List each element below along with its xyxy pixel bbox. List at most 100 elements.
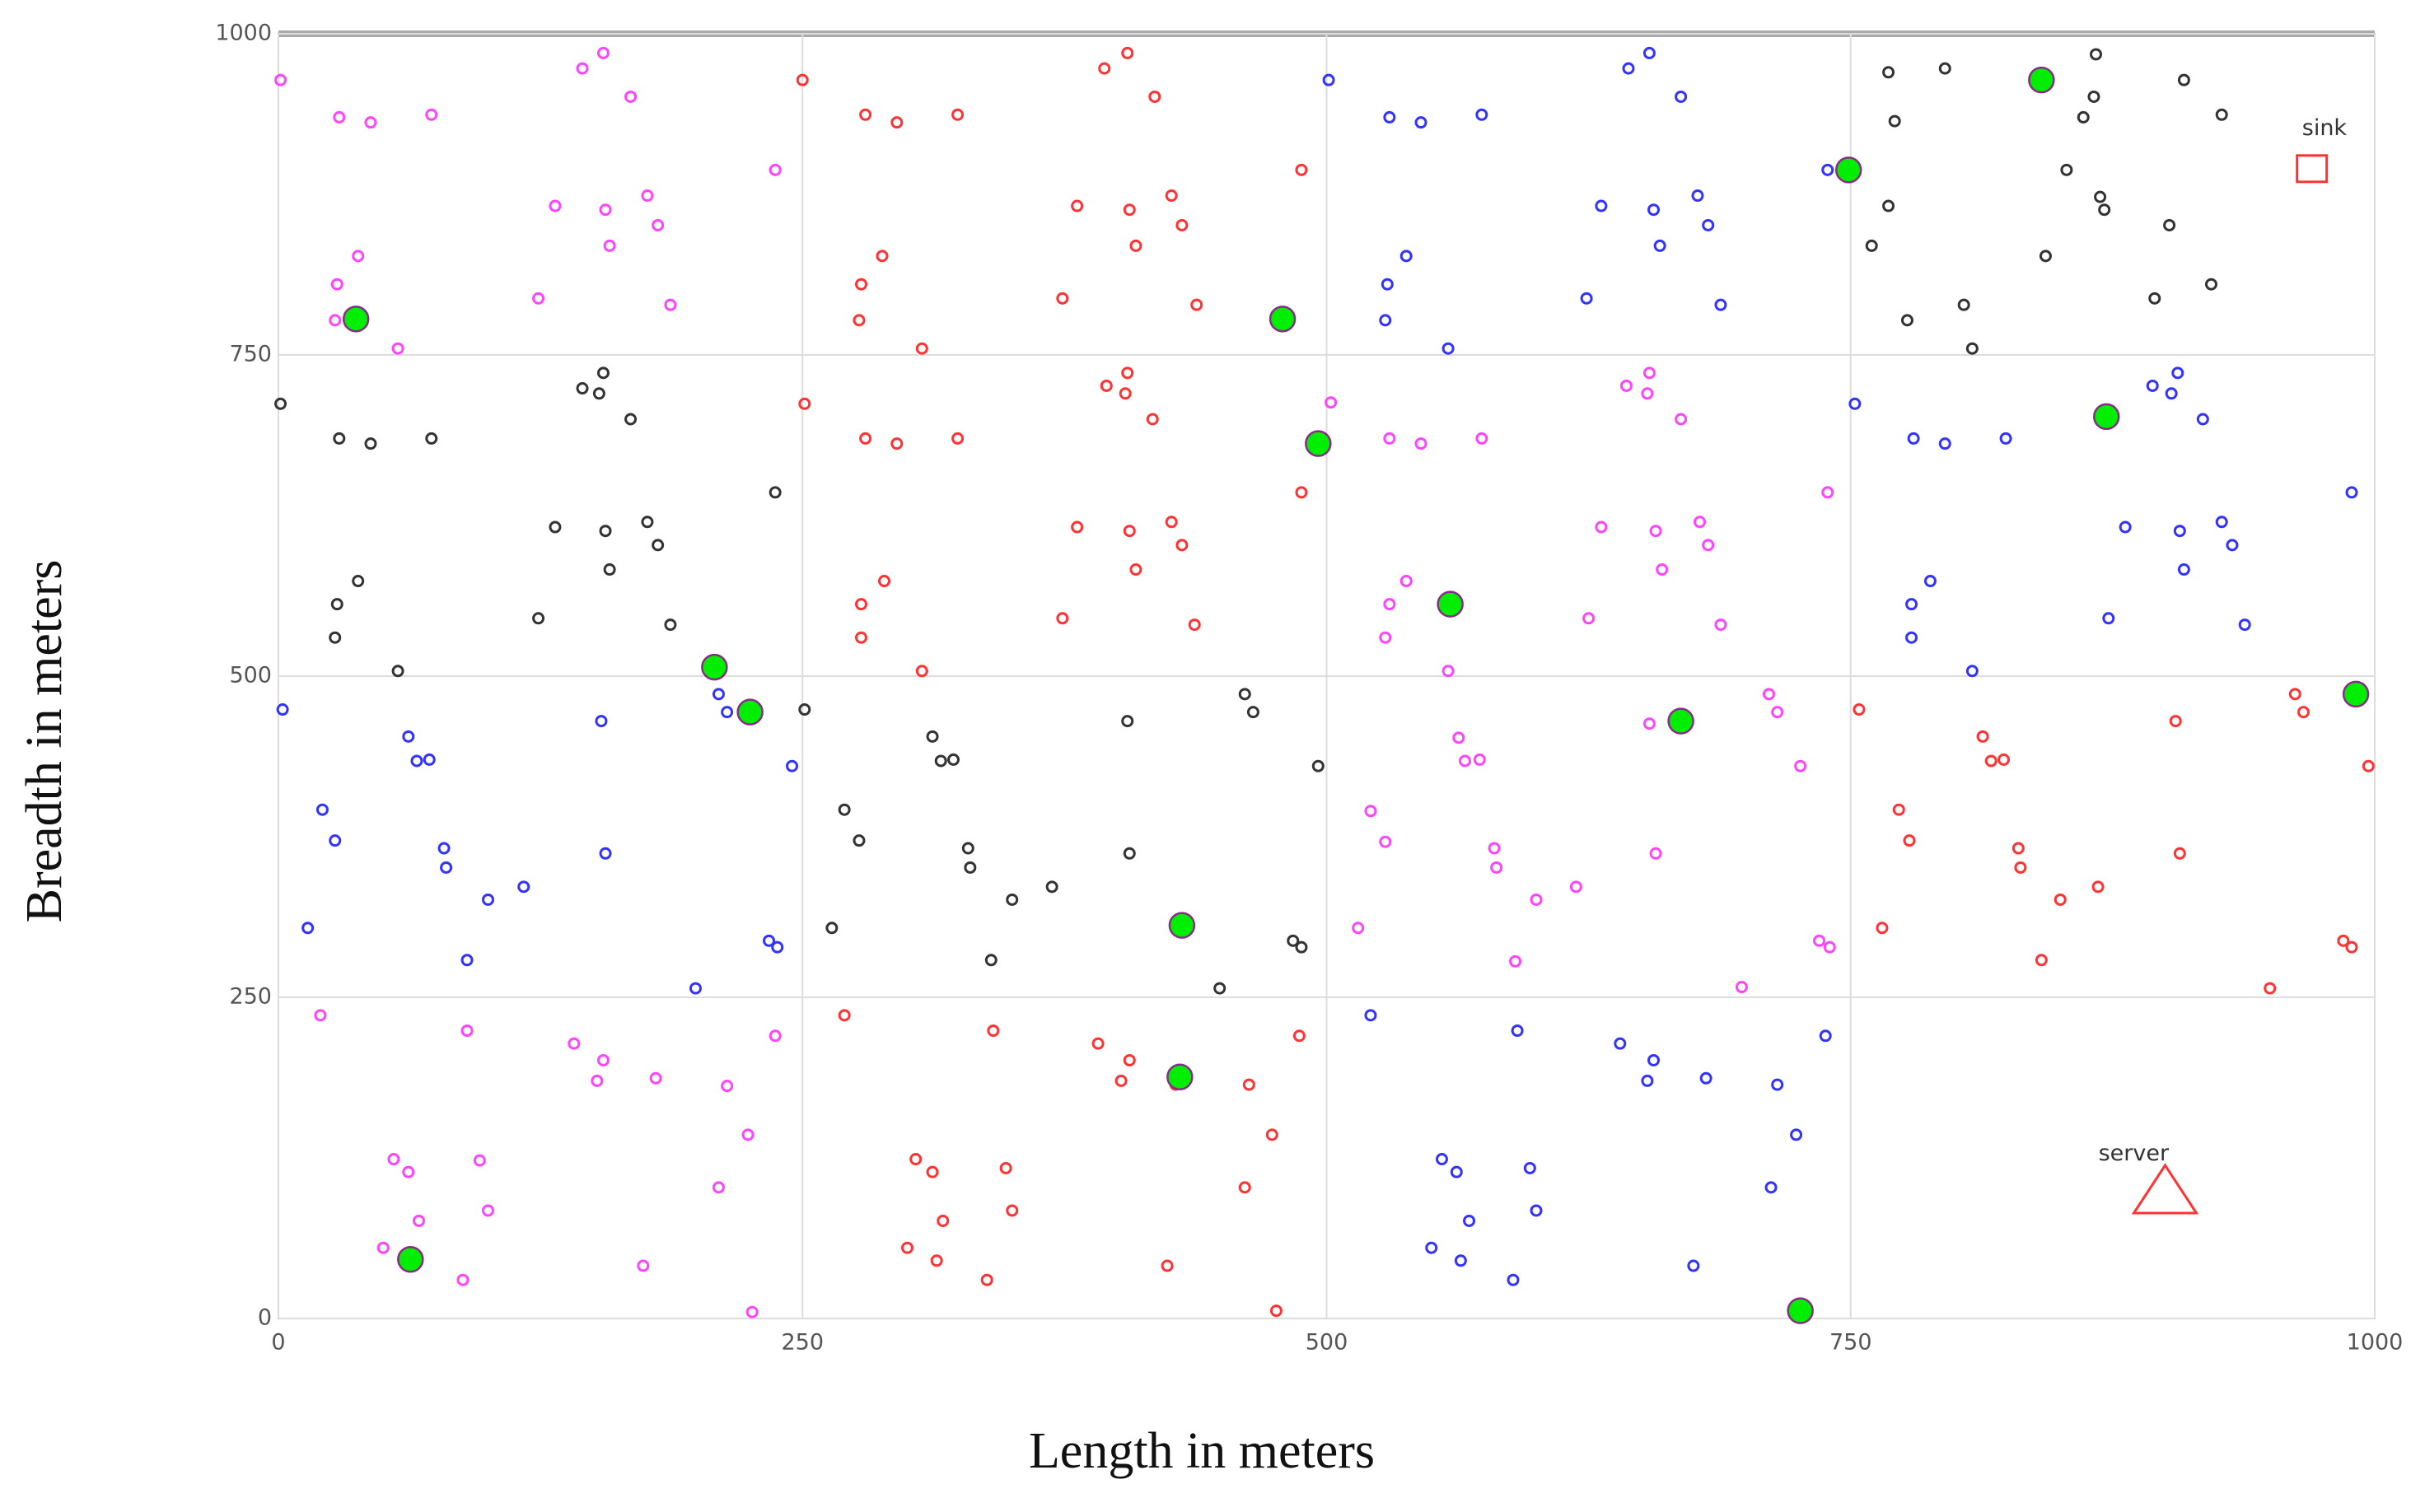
point bbox=[1295, 940, 1308, 954]
point bbox=[591, 1074, 604, 1087]
point bbox=[1292, 1029, 1306, 1043]
point bbox=[951, 108, 965, 121]
point bbox=[364, 116, 377, 129]
point bbox=[798, 703, 811, 716]
point bbox=[1523, 1161, 1536, 1174]
point bbox=[276, 703, 289, 716]
point bbox=[2028, 66, 2055, 94]
point bbox=[1647, 1053, 1661, 1066]
point bbox=[999, 1161, 1012, 1174]
point bbox=[2169, 715, 2182, 728]
point bbox=[1905, 598, 1918, 611]
annotation: server bbox=[2099, 1141, 2170, 1166]
point bbox=[532, 612, 545, 625]
point bbox=[855, 598, 868, 611]
point bbox=[1381, 278, 1394, 291]
sink-marker bbox=[2296, 154, 2329, 184]
point bbox=[1642, 366, 1656, 380]
point bbox=[2102, 612, 2115, 625]
point bbox=[1148, 90, 1161, 103]
point bbox=[1984, 754, 1997, 768]
point bbox=[329, 314, 342, 327]
point bbox=[596, 46, 610, 59]
point bbox=[624, 90, 638, 103]
point bbox=[771, 940, 784, 954]
point bbox=[1507, 1273, 1520, 1286]
point bbox=[1771, 706, 1784, 719]
x-tick-label: 250 bbox=[781, 1330, 824, 1356]
point bbox=[2091, 880, 2105, 894]
point bbox=[592, 387, 605, 400]
point bbox=[1450, 1165, 1463, 1178]
point bbox=[798, 397, 811, 410]
y-tick-label: 250 bbox=[229, 984, 272, 1010]
point bbox=[1764, 1181, 1778, 1194]
point bbox=[1642, 717, 1656, 730]
point bbox=[596, 1053, 610, 1066]
point bbox=[1123, 525, 1136, 538]
point bbox=[1045, 880, 1058, 894]
point bbox=[2060, 163, 2073, 176]
point bbox=[1379, 631, 1392, 644]
point bbox=[1383, 432, 1396, 445]
point bbox=[1265, 1128, 1278, 1141]
point bbox=[1699, 1071, 1712, 1085]
point bbox=[1458, 754, 1471, 768]
point bbox=[1454, 1254, 1467, 1267]
point bbox=[1121, 366, 1134, 380]
point bbox=[984, 954, 998, 967]
point bbox=[410, 754, 423, 768]
point bbox=[1056, 612, 1069, 625]
point bbox=[333, 110, 346, 124]
point bbox=[402, 1165, 415, 1178]
point bbox=[549, 199, 562, 212]
point bbox=[1653, 239, 1666, 252]
point bbox=[274, 397, 287, 410]
point bbox=[1848, 397, 1862, 410]
x-tick-label: 1000 bbox=[2347, 1330, 2404, 1356]
point bbox=[329, 631, 342, 644]
point bbox=[1647, 203, 1661, 217]
point bbox=[1071, 199, 1084, 212]
point bbox=[1865, 239, 1878, 252]
point bbox=[1823, 940, 1836, 954]
point bbox=[1938, 437, 1951, 450]
x-tick-label: 0 bbox=[271, 1330, 285, 1356]
point bbox=[482, 1204, 494, 1217]
point bbox=[1821, 163, 1834, 176]
point bbox=[1100, 379, 1113, 392]
point bbox=[664, 298, 677, 311]
point bbox=[1813, 934, 1826, 947]
point bbox=[387, 1153, 400, 1166]
point bbox=[1383, 598, 1396, 611]
point bbox=[549, 520, 562, 534]
point bbox=[1121, 715, 1134, 728]
point bbox=[391, 665, 404, 678]
point bbox=[1305, 430, 1332, 457]
point bbox=[1595, 199, 1608, 212]
point bbox=[1691, 189, 1704, 203]
x-axis-label: Length in meters bbox=[1029, 1423, 1375, 1479]
point bbox=[274, 73, 287, 86]
y-tick-label: 500 bbox=[229, 663, 272, 688]
point bbox=[2054, 893, 2067, 906]
point bbox=[2146, 379, 2159, 392]
y-tick-label: 750 bbox=[229, 342, 272, 367]
point bbox=[1675, 90, 1688, 103]
point bbox=[712, 688, 725, 701]
point bbox=[745, 1305, 759, 1318]
point bbox=[440, 861, 453, 874]
point bbox=[641, 516, 654, 529]
point bbox=[2119, 520, 2132, 534]
point bbox=[1819, 1029, 1832, 1043]
point bbox=[721, 1080, 734, 1093]
point bbox=[1121, 46, 1134, 59]
point bbox=[769, 163, 782, 176]
point bbox=[934, 754, 947, 768]
point bbox=[1414, 437, 1427, 450]
point bbox=[425, 432, 438, 445]
point bbox=[701, 653, 728, 681]
point bbox=[576, 382, 589, 395]
y-tick-label: 1000 bbox=[215, 21, 272, 46]
